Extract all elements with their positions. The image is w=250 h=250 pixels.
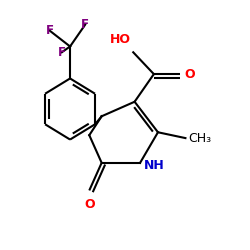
- Text: F: F: [58, 46, 66, 59]
- Text: HO: HO: [110, 34, 130, 46]
- Text: O: O: [184, 68, 195, 80]
- Text: O: O: [84, 198, 94, 211]
- Text: F: F: [46, 24, 54, 37]
- Text: NH: NH: [144, 159, 164, 172]
- Text: CH₃: CH₃: [188, 132, 211, 144]
- Text: F: F: [81, 18, 89, 31]
